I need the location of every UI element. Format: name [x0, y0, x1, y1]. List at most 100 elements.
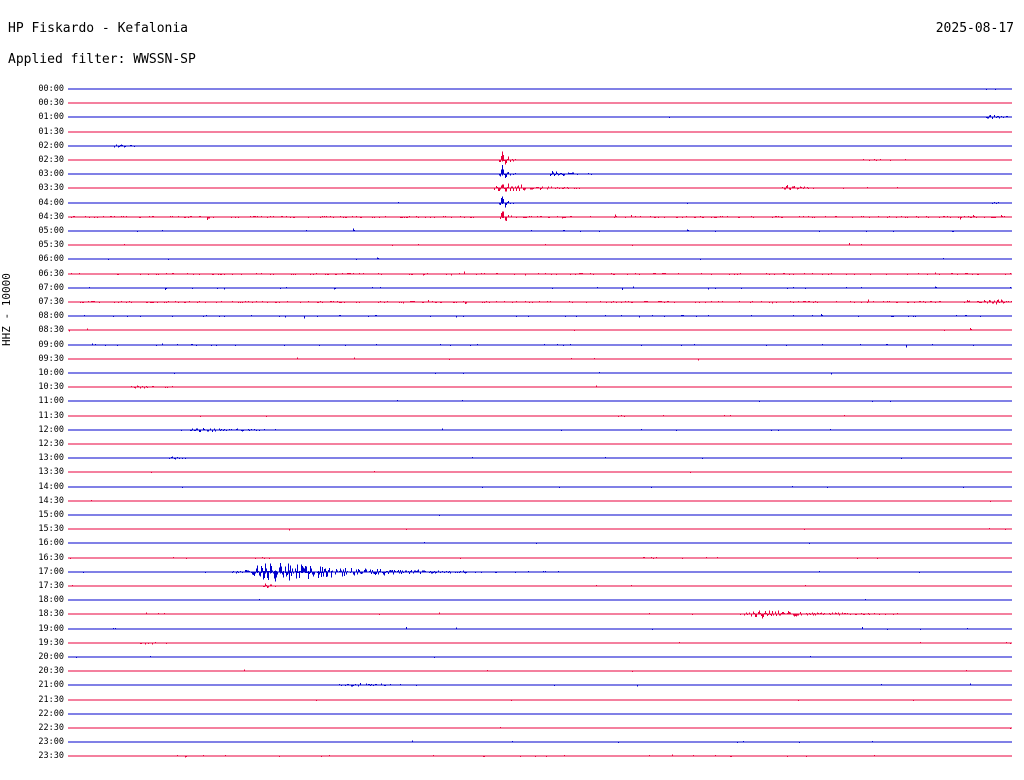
seismic-trace — [68, 331, 1012, 359]
time-axis-tick-label: 00:00 — [38, 84, 64, 94]
trace-row: 02:00 — [0, 141, 1024, 155]
time-axis-tick-label: 07:30 — [38, 297, 64, 307]
seismic-trace — [68, 217, 1012, 245]
time-axis-tick-label: 07:00 — [38, 282, 64, 293]
time-axis-tick-label: 20:30 — [38, 666, 64, 677]
trace-row: 13:00 — [0, 453, 1024, 467]
seismic-trace — [68, 714, 1012, 742]
trace-row: 03:00 — [0, 165, 1024, 183]
trace-row: 09:00 — [0, 340, 1024, 354]
trace-row: 18:00 — [0, 595, 1024, 609]
seismic-trace — [68, 586, 1012, 614]
time-axis-tick-label: 22:00 — [38, 708, 64, 719]
time-axis-tick-label: 05:30 — [38, 240, 64, 251]
time-axis-tick-label: 18:00 — [38, 595, 64, 606]
time-axis-tick-label: 08:00 — [38, 311, 64, 322]
time-axis-tick-label: 15:00 — [38, 510, 64, 520]
time-axis-tick-label: 02:00 — [38, 140, 64, 151]
trace-row: 07:30 — [0, 297, 1024, 311]
seismic-trace — [68, 515, 1012, 543]
time-axis-tick-label: 18:30 — [38, 609, 64, 620]
time-axis-tick-label: 01:00 — [38, 112, 64, 123]
trace-row: 15:30 — [0, 524, 1024, 538]
seismic-trace — [68, 458, 1012, 486]
trace-row: 12:00 — [0, 425, 1024, 439]
seismic-trace — [68, 643, 1012, 671]
trace-row: 14:30 — [0, 496, 1024, 510]
seismic-trace — [68, 501, 1012, 529]
trace-row: 16:00 — [0, 538, 1024, 552]
time-axis-tick-label: 17:30 — [38, 581, 64, 591]
seismic-trace — [68, 657, 1012, 685]
trace-row: 10:30 — [0, 382, 1024, 396]
trace-row: 11:30 — [0, 411, 1024, 425]
trace-row: 04:00 — [0, 195, 1024, 212]
seismic-trace — [68, 203, 1012, 231]
time-axis-tick-label: 21:00 — [38, 680, 64, 691]
seismic-trace — [68, 416, 1012, 444]
trace-row: 02:30 — [0, 151, 1024, 169]
record-date: 2025-08-17 — [935, 21, 1014, 36]
seismic-trace — [68, 288, 1012, 316]
seismic-trace — [68, 345, 1012, 373]
trace-row: 03:30 — [0, 183, 1024, 197]
seismic-trace — [68, 316, 1012, 344]
seismic-trace — [68, 231, 1012, 259]
seismic-trace — [68, 600, 1012, 628]
trace-row: 13:30 — [0, 467, 1024, 481]
trace-row: 22:00 — [0, 709, 1024, 723]
seismic-trace — [68, 132, 1012, 160]
trace-row: 04:30 — [0, 211, 1024, 226]
seismic-trace — [68, 742, 1012, 770]
time-axis-tick-label: 02:30 — [38, 155, 64, 165]
time-axis-tick-label: 14:30 — [38, 495, 64, 506]
time-axis-tick-label: 12:30 — [38, 439, 64, 449]
trace-row: 09:30 — [0, 354, 1024, 368]
trace-row: 11:00 — [0, 396, 1024, 410]
seismic-trace — [68, 359, 1012, 387]
seismic-trace — [68, 103, 1012, 131]
trace-row: 06:30 — [0, 269, 1024, 283]
seismic-trace — [68, 728, 1012, 756]
trace-row: 16:30 — [0, 553, 1024, 567]
trace-row: 17:30 — [0, 581, 1024, 595]
seismic-trace — [68, 245, 1012, 273]
seismic-trace — [68, 558, 1012, 586]
seismic-trace — [68, 671, 1012, 699]
applied-filter-label: Applied filter: WWSSN-SP — [8, 52, 196, 67]
time-axis-tick-label: 09:00 — [38, 339, 64, 350]
seismic-trace — [68, 387, 1012, 415]
time-axis-tick-label: 14:00 — [38, 481, 64, 492]
trace-row: 08:00 — [0, 311, 1024, 325]
trace-row: 06:00 — [0, 254, 1024, 268]
time-axis-tick-label: 20:00 — [38, 652, 64, 662]
trace-row: 21:30 — [0, 695, 1024, 709]
trace-row: 10:00 — [0, 368, 1024, 382]
time-axis-tick-label: 03:30 — [38, 183, 64, 194]
time-axis-tick-label: 17:00 — [38, 566, 64, 577]
seismic-trace — [68, 430, 1012, 458]
trace-row: 14:00 — [0, 482, 1024, 496]
trace-row: 20:00 — [0, 652, 1024, 666]
seismic-trace — [68, 160, 1012, 188]
trace-row: 23:00 — [0, 737, 1024, 751]
trace-row: 23:30 — [0, 751, 1024, 765]
time-axis-tick-label: 11:30 — [38, 410, 64, 421]
seismic-trace — [68, 75, 1012, 103]
trace-row: 15:00 — [0, 510, 1024, 524]
time-axis-tick-label: 08:30 — [38, 325, 64, 336]
seismic-trace — [68, 174, 1012, 202]
trace-row: 19:00 — [0, 624, 1024, 638]
time-axis-tick-label: 19:30 — [38, 637, 64, 648]
time-axis-tick-label: 13:00 — [38, 453, 64, 464]
time-axis-tick-label: 21:30 — [38, 694, 64, 705]
time-axis-tick-label: 03:00 — [38, 169, 64, 180]
time-axis-tick-label: 06:00 — [38, 254, 64, 265]
time-axis-tick-label: 10:30 — [38, 382, 64, 393]
seismic-trace — [68, 260, 1012, 288]
trace-row: 08:30 — [0, 325, 1024, 339]
seismic-trace — [68, 402, 1012, 430]
time-axis-tick-label: 01:30 — [38, 126, 64, 137]
seismic-trace — [68, 118, 1012, 146]
